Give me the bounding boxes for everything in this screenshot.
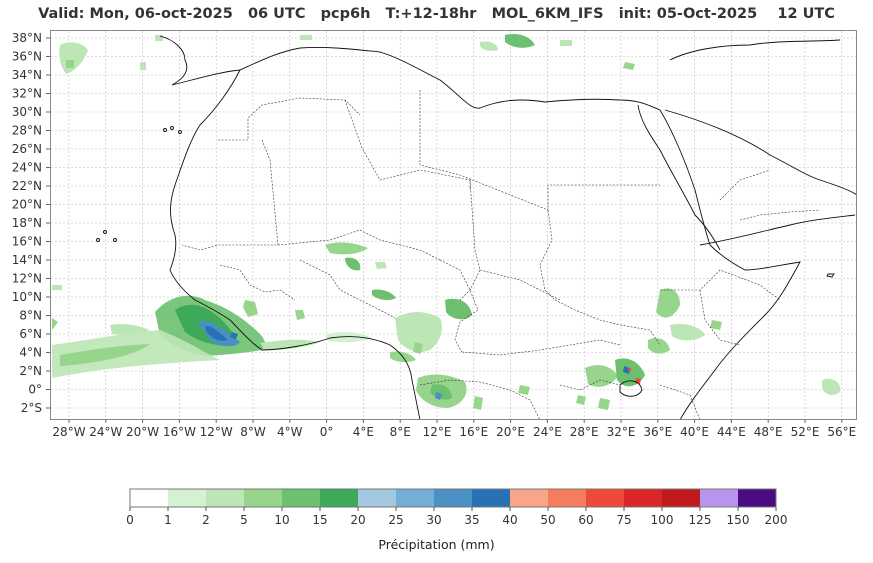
lat-tick-label: 36°N [12, 50, 42, 64]
lat-tick-label: 32°N [12, 87, 42, 101]
lat-tick-label: 16°N [12, 235, 42, 249]
lat-tick-label: 34°N [12, 68, 42, 82]
colorbar-tick-label: 200 [765, 513, 788, 527]
colorbar-tick-label: 20 [350, 513, 365, 527]
colorbar-tick-label: 75 [616, 513, 631, 527]
lat-tick-label: 8°N [19, 309, 42, 323]
colorbar-swatch [624, 489, 662, 507]
colorbar-tick-labels: 0 1 2 5 10 15 20 25 30 35 40 50 60 75 100 125 150 200 [126, 507, 787, 527]
colorbar-swatch [662, 489, 700, 507]
lon-tick-label: 32°E [607, 425, 636, 439]
lat-tick-label: 0° [28, 383, 42, 397]
lat-tick-label: 2°S [21, 401, 42, 415]
colorbar-tick-label: 5 [240, 513, 248, 527]
colorbar-tick-label: 100 [651, 513, 674, 527]
colorbar-swatch [358, 489, 396, 507]
lon-tick-label: 16°E [459, 425, 488, 439]
colorbar-outline [129, 488, 777, 508]
colorbar [129, 488, 777, 508]
lat-tick-label: 22°N [12, 179, 42, 193]
lat-tick-label: 12°N [12, 272, 42, 286]
lat-tick-label: 20°N [12, 198, 42, 212]
colorbar-tick-label: 40 [502, 513, 517, 527]
lon-tick-label: 8°E [390, 425, 411, 439]
colorbar-tick-label: 150 [727, 513, 750, 527]
lat-tick-label: 38°N [12, 31, 42, 45]
precipitation-field [52, 34, 841, 410]
lon-tick-label: 52°E [791, 425, 820, 439]
lon-tick-label: 0° [320, 425, 334, 439]
lon-tick-label: 12°W [200, 425, 233, 439]
colorbar-tick-label: 0 [126, 513, 134, 527]
lon-tick-label: 48°E [754, 425, 783, 439]
colorbar-tick-label: 25 [388, 513, 403, 527]
colorbar-swatch [700, 489, 738, 507]
lon-tick-label: 44°E [717, 425, 746, 439]
colorbar-label: Précipitation (mm) [378, 537, 495, 552]
colorbar-swatch [738, 489, 776, 507]
colorbar-tick-label: 1 [164, 513, 172, 527]
lon-tick-label: 4°E [353, 425, 374, 439]
colorbar-tick-label: 15 [312, 513, 327, 527]
lat-tick-label: 10°N [12, 290, 42, 304]
colorbar-tick-label: 2 [202, 513, 210, 527]
colorbar-swatch [434, 489, 472, 507]
colorbar-swatch [130, 489, 168, 507]
lon-tick-label: 28°E [570, 425, 599, 439]
colorbar-swatch [244, 489, 282, 507]
lon-tick-label: 24°W [89, 425, 122, 439]
colorbar-tick-label: 30 [426, 513, 441, 527]
colorbar-swatch [472, 489, 510, 507]
country-borders [181, 90, 821, 419]
lat-tick-label: 28°N [12, 124, 42, 138]
lon-tick-label: 16°W [163, 425, 196, 439]
grid-lines [51, 31, 856, 419]
lon-tick-label: 24°E [533, 425, 562, 439]
lat-tick-label: 6°N [19, 327, 42, 341]
colorbar-swatch [548, 489, 586, 507]
map-title: Valid: Mon, 06-oct-2025 06 UTC pcp6h T:+… [38, 6, 835, 22]
lon-tick-label: 4°W [277, 425, 303, 439]
colorbar-swatch [396, 489, 434, 507]
lon-tick-label: 36°E [643, 425, 672, 439]
colorbar-tick-label: 50 [540, 513, 555, 527]
lat-tick-label: 2°N [19, 364, 42, 378]
lat-tick-label: 18°N [12, 216, 42, 230]
lon-tick-label: 20°E [496, 425, 525, 439]
colorbar-swatch [282, 489, 320, 507]
lon-tick-label: 40°E [680, 425, 709, 439]
lat-tick-label: 30°N [12, 105, 42, 119]
lon-tick-label: 8°W [240, 425, 266, 439]
colorbar-tick-label: 35 [464, 513, 479, 527]
lat-tick-label: 26°N [12, 142, 42, 156]
colorbar-tick-label: 125 [689, 513, 712, 527]
colorbar-swatch [510, 489, 548, 507]
colorbar-swatch [586, 489, 624, 507]
colorbar-swatch [206, 489, 244, 507]
lon-tick-label: 56°E [827, 425, 856, 439]
colorbar-tick-label: 60 [578, 513, 593, 527]
lon-tick-label: 28°W [52, 425, 85, 439]
lat-tick-label: 24°N [12, 161, 42, 175]
colorbar-swatch [168, 489, 206, 507]
coastlines [96, 35, 856, 419]
lat-tick-label: 4°N [19, 346, 42, 360]
lon-tick-label: 20°W [126, 425, 159, 439]
lon-tick-label: 12°E [423, 425, 452, 439]
colorbar-tick-label: 10 [274, 513, 289, 527]
longitude-axis-labels: 28°W 24°W 20°W 16°W 12°W 8°W 4°W 0° 4°E 8°E 12°E 16… [52, 419, 856, 439]
colorbar-swatch [320, 489, 358, 507]
lat-tick-label: 14°N [12, 253, 42, 267]
latitude-axis-labels: 38°N 36°N 34°N 32°N 30°N 28°N 26°N 24°N 22°N 20°N… [12, 31, 50, 415]
